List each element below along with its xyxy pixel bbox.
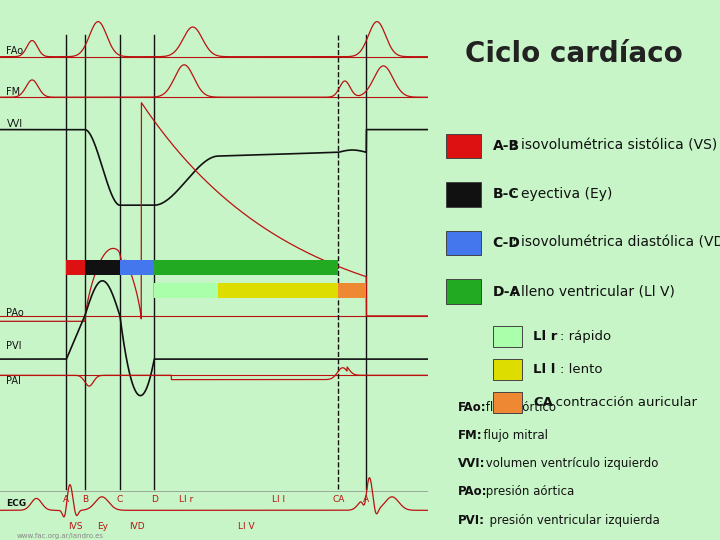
Bar [154,260,338,275]
Text: flujo mitral: flujo mitral [476,429,548,442]
Text: Ll l: Ll l [534,363,556,376]
Text: B: B [82,495,88,504]
Text: A: A [363,495,369,504]
Bar [218,283,338,298]
Text: : isovolumétrica sistólica (VS): : isovolumétrica sistólica (VS) [512,139,717,153]
Text: D-A: D-A [492,285,521,299]
Text: LI V: LI V [238,522,255,531]
Bar [446,133,481,158]
Text: CA: CA [534,396,553,409]
Bar [154,283,218,298]
Bar [446,231,481,255]
Bar [446,182,481,206]
Text: PAI: PAI [6,376,22,386]
Bar [492,360,522,380]
Text: D: D [150,495,158,504]
Bar [492,392,522,414]
Text: IVD: IVD [130,522,145,531]
Text: www.fac.org.ar/landro.es: www.fac.org.ar/landro.es [17,532,104,539]
Text: B-C: B-C [492,187,519,201]
Text: PVI: PVI [6,341,22,350]
Bar [338,283,366,298]
Text: LI r: LI r [179,495,194,504]
Text: presión aórtica: presión aórtica [482,485,575,498]
Text: : eyectiva (Ey): : eyectiva (Ey) [512,187,612,201]
Text: FM:: FM: [458,429,482,442]
Bar [446,280,481,303]
Text: presión ventricular izquierda: presión ventricular izquierda [482,514,660,526]
Bar [0,0,15,540]
Text: flujo aórtico: flujo aórtico [482,401,556,414]
Text: VVI:: VVI: [458,457,485,470]
Text: A: A [63,495,69,504]
Text: C: C [117,495,123,504]
Text: PAo:: PAo: [458,485,487,498]
Text: PAo: PAo [6,308,24,318]
Text: A-B: A-B [492,139,520,153]
Text: FM: FM [6,87,21,97]
Text: IVS: IVS [68,522,83,531]
Text: VVI: VVI [6,119,22,129]
Text: : rápido: : rápido [560,330,611,343]
Text: : lleno ventricular (Ll V): : lleno ventricular (Ll V) [512,285,675,299]
Text: CA: CA [332,495,345,504]
Text: Ey: Ey [97,522,108,531]
Text: : lento: : lento [560,363,603,376]
Text: FAo: FAo [6,46,24,56]
Bar [66,260,85,275]
Text: FAo:: FAo: [458,401,486,414]
Text: : isovolumétrica diastólica (VD): : isovolumétrica diastólica (VD) [512,236,720,250]
Text: ECG: ECG [6,499,27,508]
Text: LI l: LI l [272,495,285,504]
Bar [492,326,522,348]
Text: Ciclo cardíaco: Ciclo cardíaco [465,40,683,68]
Text: PVI:: PVI: [458,514,485,526]
Bar [85,260,120,275]
Text: volumen ventrículo izquierdo: volumen ventrículo izquierdo [482,457,658,470]
Text: : contracción auricular: : contracción auricular [546,396,697,409]
Text: Ll r: Ll r [534,330,558,343]
Text: C-D: C-D [492,236,521,250]
Bar [120,260,154,275]
